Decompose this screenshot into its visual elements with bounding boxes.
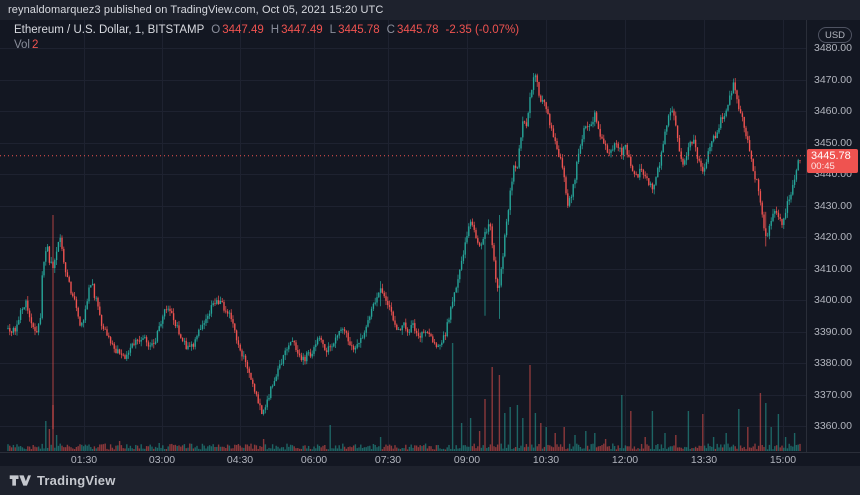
low-label: L xyxy=(329,24,337,36)
time-axis-label: 12:00 xyxy=(611,454,639,466)
tradingview-logo-icon xyxy=(9,475,31,486)
price-axis-label: 3410.00 xyxy=(814,262,852,275)
price-axis-label: 3370.00 xyxy=(814,388,852,401)
publish-info-text: reynaldomarquez3 published on TradingVie… xyxy=(8,4,384,16)
high-value: 3447.49 xyxy=(281,24,323,36)
price-axis-label: 3380.00 xyxy=(814,357,852,369)
chart-pane[interactable] xyxy=(0,20,806,452)
price-axis-label: 3460.00 xyxy=(814,105,852,117)
open-value: 3447.49 xyxy=(222,24,264,36)
close-label: C xyxy=(386,24,395,36)
high-label: H xyxy=(270,24,280,36)
volume-value: 2 xyxy=(32,39,39,51)
tradingview-wordmark: TradingView xyxy=(37,473,116,488)
time-axis-label: 04:30 xyxy=(226,454,254,466)
low-value: 3445.78 xyxy=(338,24,380,36)
close-value: 3445.78 xyxy=(396,24,439,36)
time-axis-label: 15:00 xyxy=(769,454,797,466)
price-axis-label: 3480.00 xyxy=(814,42,852,54)
last-price-value: 3445.78 xyxy=(811,150,851,162)
chart-legend: Ethereum / U.S. Dollar, 1, BITSTAMP O 34… xyxy=(14,24,519,51)
volume-label: Vol xyxy=(14,39,30,51)
volume-bars xyxy=(7,343,801,451)
time-axis-label: 09:00 xyxy=(453,454,481,466)
price-axis-label: 3470.00 xyxy=(814,73,852,86)
time-axis-label: 07:30 xyxy=(374,454,402,466)
time-axis-label: 10:30 xyxy=(532,454,560,466)
time-axis-label: 13:30 xyxy=(690,454,718,466)
time-axis-label: 01:30 xyxy=(70,454,98,466)
price-axis[interactable]: USD 3480.00 3470.00 3460.00 3450.00 3440.00 3… xyxy=(806,20,860,452)
footer-bar: TradingView xyxy=(0,466,860,495)
bar-countdown: 00:45 xyxy=(811,161,835,172)
open-label: O xyxy=(211,24,221,36)
currency-button[interactable]: USD xyxy=(818,27,852,43)
time-axis[interactable]: 01:30 03:00 04:30 06:00 07:30 09:00 10:30 12:00… xyxy=(0,452,860,466)
last-price-badge: 3445.78 00:45 xyxy=(807,149,858,173)
price-axis-label: 3450.00 xyxy=(814,136,852,149)
time-axis-label: 06:00 xyxy=(300,454,328,466)
grid-lines xyxy=(0,20,806,452)
tradingview-brand[interactable]: TradingView xyxy=(9,473,116,488)
change-value: -2.35 (-0.07%) xyxy=(445,24,520,36)
price-axis-label: 3400.00 xyxy=(814,294,852,306)
symbol-title[interactable]: Ethereum / U.S. Dollar, 1, BITSTAMP xyxy=(14,24,205,36)
candlestick-chart[interactable] xyxy=(0,20,806,452)
candles xyxy=(7,72,801,430)
price-axis-label: 3390.00 xyxy=(814,325,852,338)
price-axis-label: 3360.00 xyxy=(814,420,852,432)
price-axis-label: 3420.00 xyxy=(814,231,852,243)
time-axis-label: 03:00 xyxy=(148,454,176,466)
publish-info-bar: reynaldomarquez3 published on TradingVie… xyxy=(0,0,860,20)
price-axis-label: 3430.00 xyxy=(814,199,852,212)
